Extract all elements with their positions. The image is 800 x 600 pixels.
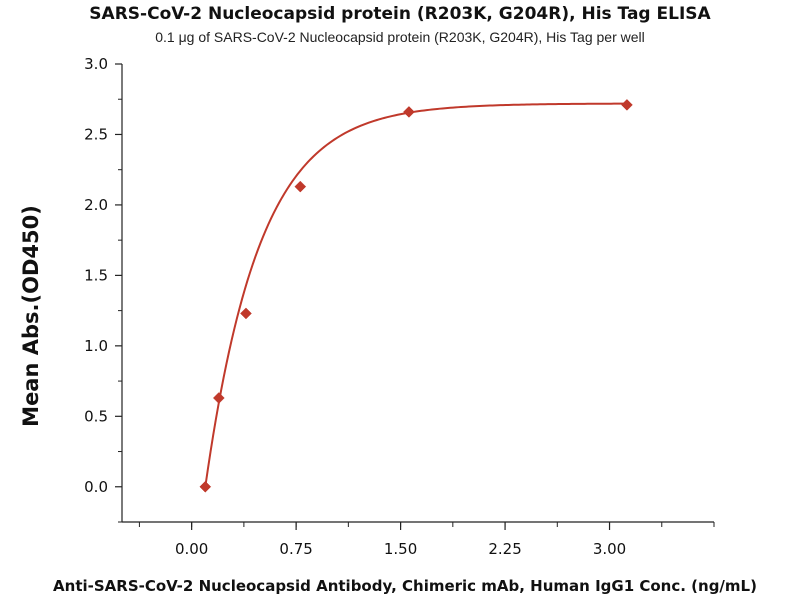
data-point (199, 480, 212, 493)
data-point (294, 180, 307, 193)
y-tick-label: 1.0 (84, 337, 108, 355)
data-points-layer (199, 99, 633, 493)
y-tick-label: 3.0 (84, 55, 108, 73)
data-point (621, 99, 633, 111)
x-tick-label: 2.25 (488, 540, 521, 558)
fit-curve-layer (204, 102, 627, 487)
y-tick-label: 0.5 (84, 407, 108, 425)
y-tick-label: 2.0 (84, 196, 108, 214)
y-tick-label: 2.5 (84, 125, 108, 143)
chart-title: SARS-CoV-2 Nucleocapsid protein (R203K, … (89, 4, 711, 24)
x-tick-label: 3.00 (593, 540, 626, 558)
chart-subtitle: 0.1 μg of SARS-CoV-2 Nucleocapsid protei… (155, 29, 645, 45)
data-point (403, 106, 415, 118)
y-tick-label: 0.0 (84, 478, 108, 496)
y-tick-label: 1.5 (84, 266, 108, 284)
x-tick-label: 0.75 (279, 540, 312, 558)
x-tick-label: 0.00 (175, 540, 208, 558)
data-point (212, 392, 225, 404)
x-axis-label: Anti-SARS-CoV-2 Nucleocapsid Antibody, C… (53, 577, 757, 595)
x-tick-label: 1.50 (384, 540, 417, 558)
data-point (240, 307, 252, 320)
y-axis-label: Mean Abs.(OD450) (19, 205, 43, 427)
fit-curve (204, 102, 627, 487)
axes: 0.0 0.5 1.0 1.5 2.0 2.5 3.0 0.00 0.75 1.50 2.25 3.0… (84, 55, 715, 558)
